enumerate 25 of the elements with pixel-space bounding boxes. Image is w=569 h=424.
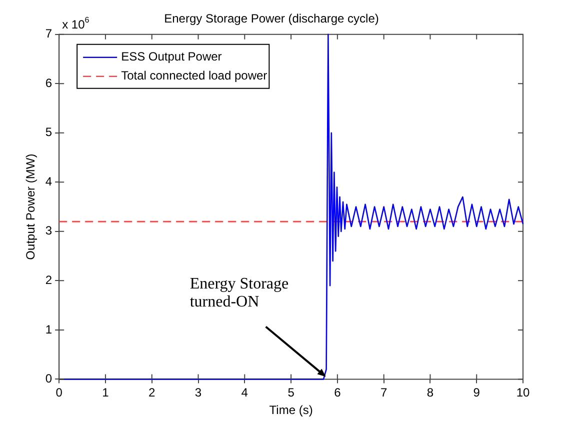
y-tick-label: 5 — [45, 125, 52, 140]
x-tick-label: 9 — [473, 386, 480, 400]
y-tick-label: 0 — [45, 372, 52, 386]
legend-label: Total connected load power — [121, 68, 268, 83]
x-tick-label: 8 — [426, 386, 434, 400]
x-tick-label: 4 — [241, 386, 248, 400]
x-tick-label: 5 — [288, 386, 295, 400]
annotation: Energy Storage turned-ON — [190, 276, 289, 311]
x-tick-label: 10 — [516, 386, 530, 400]
y-tick-label: 1 — [45, 322, 52, 336]
x-tick-label: 6 — [334, 386, 342, 400]
x-tick-label: 3 — [194, 386, 202, 400]
y-tick-label: 4 — [45, 174, 52, 188]
x-tick-label: 0 — [56, 386, 63, 400]
x-tick-label: 7 — [380, 386, 388, 400]
chart-title: Energy Storage Power (discharge cycle) — [164, 12, 379, 26]
x-tick-label: 1 — [102, 386, 110, 400]
x-axis-title: Time (s) — [269, 403, 313, 418]
y-axis-title: Output Power (MW) — [24, 154, 38, 260]
x-tick-label: 2 — [148, 386, 156, 400]
y-tick-label: 3 — [45, 224, 52, 238]
y-tick-label: 2 — [45, 273, 52, 287]
y-tick-label: 6 — [45, 76, 52, 90]
y-tick-label: 7 — [45, 26, 52, 41]
legend-label: ESS Output Power — [121, 50, 222, 64]
